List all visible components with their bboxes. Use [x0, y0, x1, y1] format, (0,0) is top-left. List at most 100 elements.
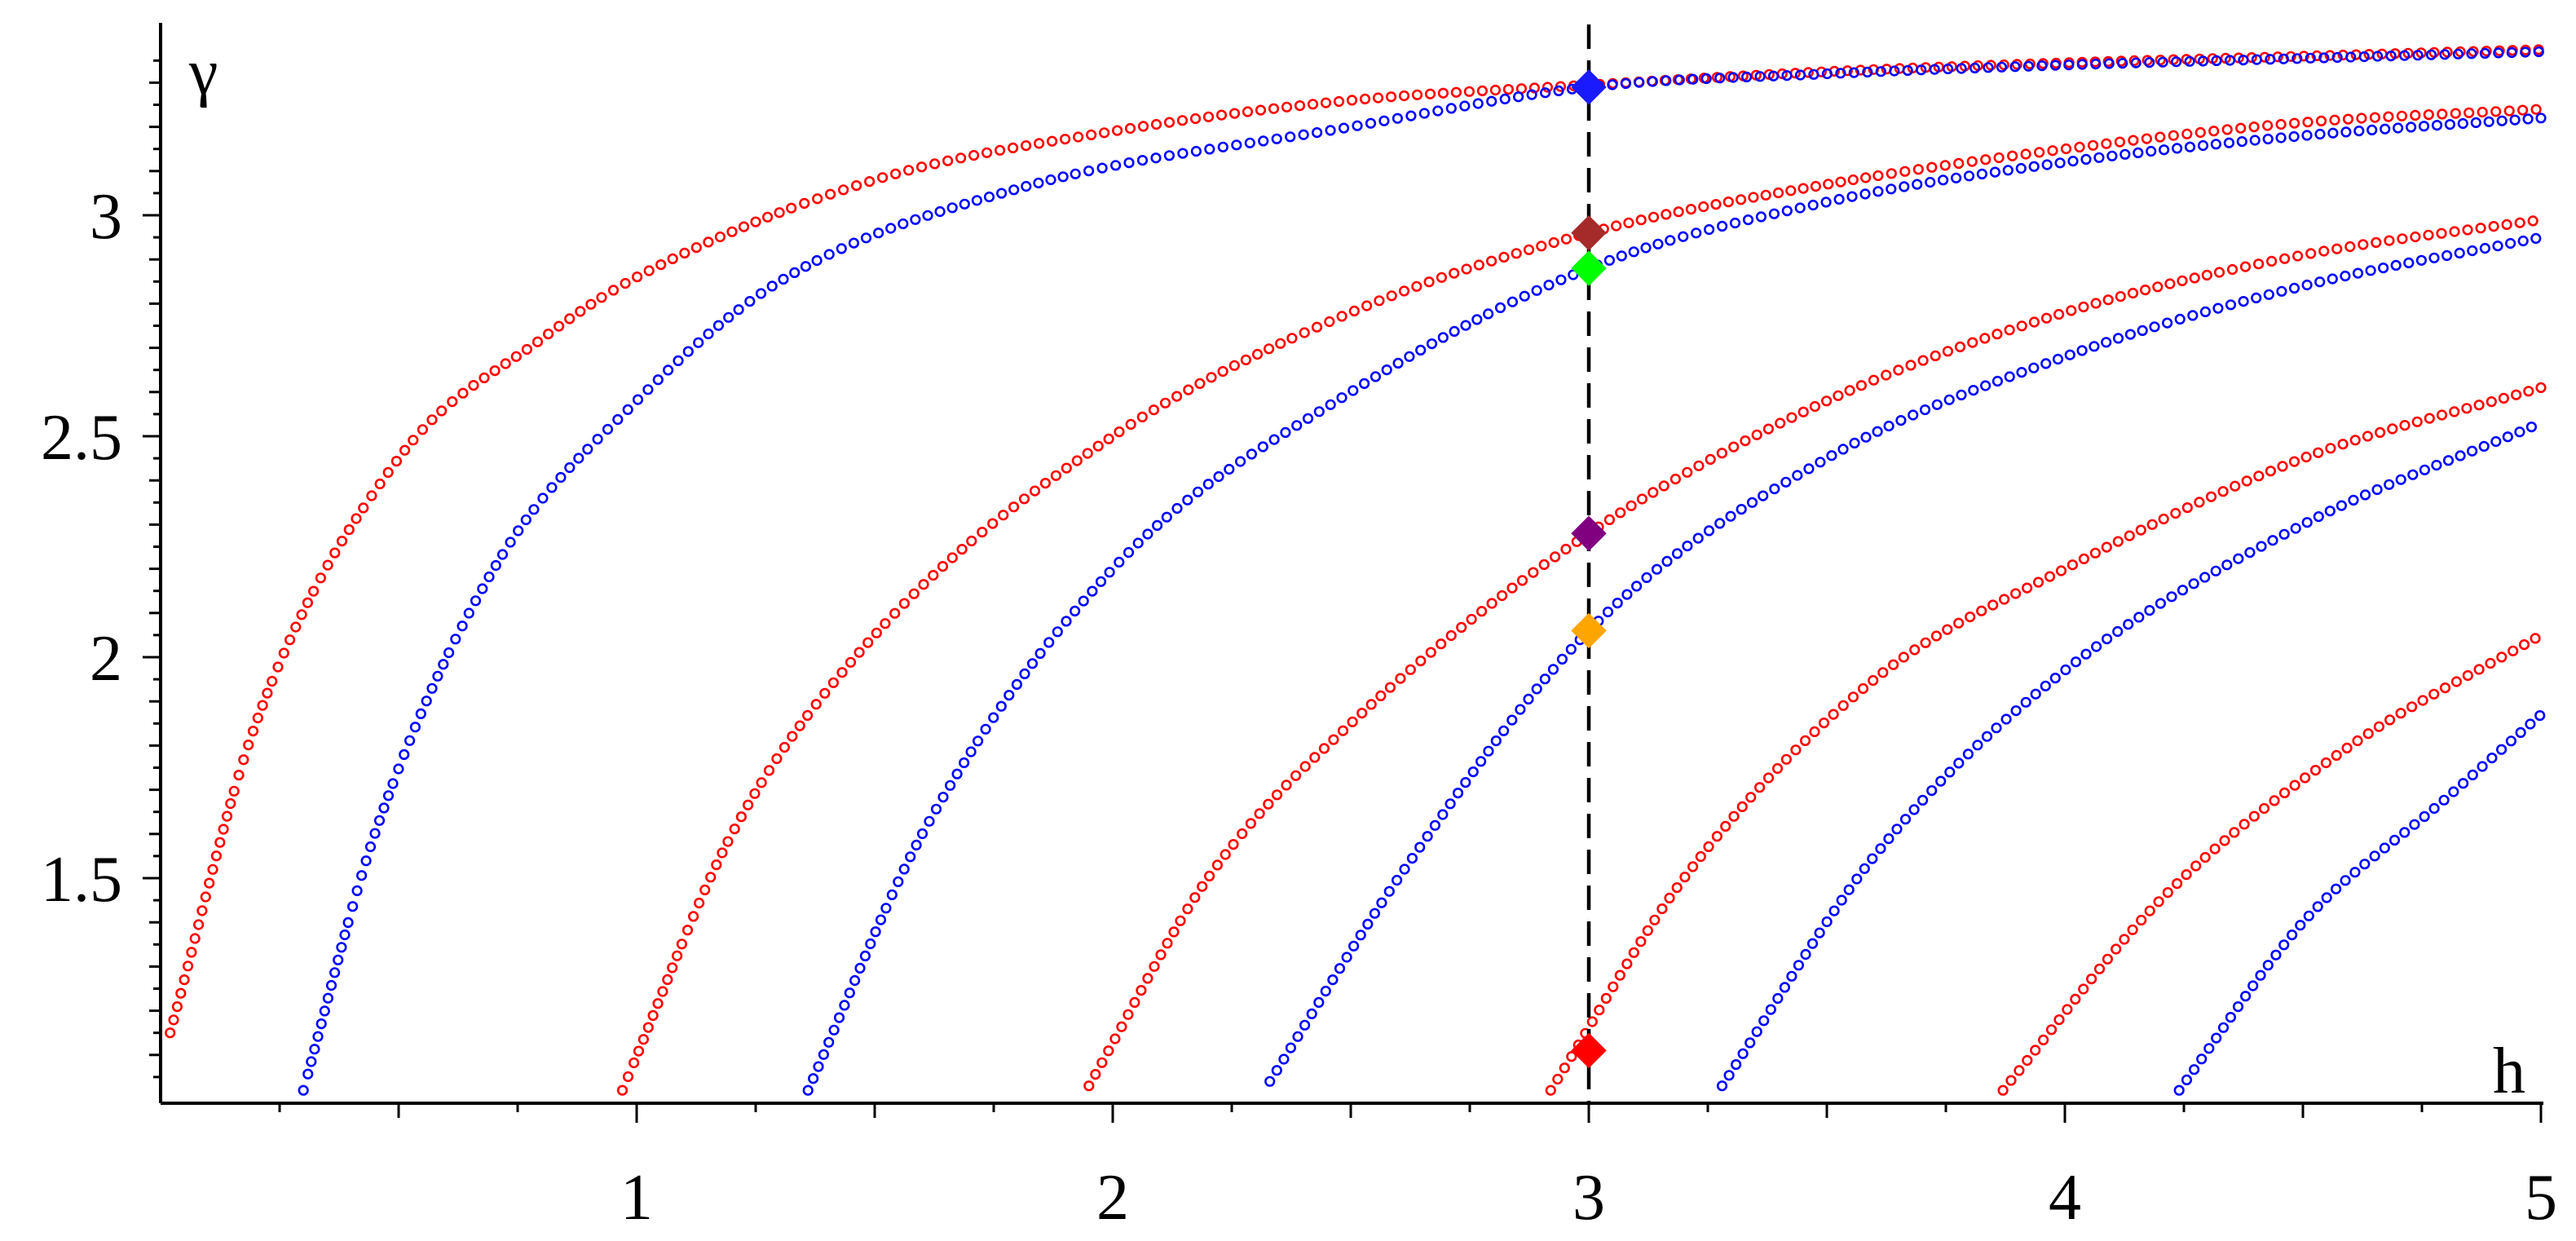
- data-point: [1405, 664, 1416, 675]
- data-point: [620, 277, 631, 289]
- data-point: [2030, 688, 2041, 700]
- data-point: [1271, 133, 1282, 144]
- data-point: [2049, 60, 2061, 71]
- data-point: [2385, 50, 2397, 62]
- data-point: [1607, 79, 1618, 91]
- data-point: [2478, 440, 2490, 453]
- data-point: [1149, 961, 1160, 972]
- data-point: [2455, 46, 2466, 58]
- data-point: [1767, 70, 1780, 82]
- data-point: [1998, 59, 2009, 71]
- highlight-marker-5: [1571, 612, 1607, 649]
- data-point: [2197, 139, 2209, 152]
- data-point: [2172, 143, 2183, 154]
- data-point: [2210, 139, 2221, 150]
- data-point: [1556, 653, 1568, 665]
- data-point: [408, 435, 419, 446]
- data-point: [889, 168, 902, 179]
- data-point: [1751, 1026, 1762, 1037]
- data-point: [2520, 46, 2531, 58]
- data-point: [1096, 162, 1108, 174]
- data-point: [726, 226, 738, 237]
- data-point: [336, 535, 348, 547]
- data-point: [2490, 106, 2502, 117]
- data-point: [988, 712, 999, 723]
- data-point: [2288, 282, 2300, 294]
- data-point: [1291, 420, 1303, 431]
- data-point: [329, 967, 341, 978]
- data-point: [1628, 246, 1639, 258]
- data-point: [1275, 338, 1286, 349]
- data-point: [2212, 303, 2224, 314]
- data-point: [2022, 582, 2033, 594]
- data-point: [438, 659, 449, 670]
- data-point: [839, 1000, 850, 1011]
- data-point: [2089, 547, 2101, 559]
- data-point: [910, 214, 921, 225]
- data-point: [2371, 236, 2382, 249]
- data-point: [2509, 114, 2521, 126]
- data-point: [2303, 910, 2314, 921]
- data-point: [1779, 982, 1790, 993]
- data-point: [1129, 996, 1140, 1008]
- data-point: [2149, 321, 2160, 333]
- data-point: [1217, 365, 1228, 378]
- data-point: [2327, 127, 2339, 139]
- data-point: [2439, 49, 2450, 60]
- data-point: [1483, 745, 1494, 757]
- data-point: [1931, 399, 1943, 410]
- data-point: [1392, 113, 1403, 124]
- data-point: [1432, 105, 1444, 117]
- data-point: [2501, 219, 2512, 231]
- data-point: [1929, 64, 1940, 75]
- data-point: [2375, 426, 2386, 439]
- data-point: [2410, 231, 2421, 243]
- data-point: [1793, 960, 1804, 971]
- data-point: [1797, 183, 1809, 194]
- data-point: [182, 961, 194, 972]
- data-point: [1163, 150, 1175, 161]
- data-point: [1506, 714, 1518, 726]
- data-point: [2177, 585, 2189, 596]
- data-point: [2473, 664, 2485, 675]
- data-point: [908, 588, 920, 599]
- data-point: [1424, 88, 1436, 99]
- data-point: [2241, 475, 2252, 487]
- data-point: [1821, 395, 1833, 407]
- data-point: [1109, 1033, 1121, 1044]
- series-2: [298, 46, 2544, 1096]
- data-point: [1926, 161, 1938, 173]
- data-point: [1459, 100, 1471, 112]
- data-point: [1399, 863, 1410, 875]
- data-point: [432, 670, 443, 682]
- data-point: [2468, 46, 2479, 57]
- data-point: [1436, 638, 1447, 650]
- data-point: [1515, 704, 1526, 715]
- data-point: [325, 979, 337, 991]
- data-point: [2270, 949, 2282, 961]
- data-point: [2054, 157, 2066, 169]
- data-point: [582, 444, 593, 455]
- data-point: [1531, 285, 1542, 296]
- data-point: [2028, 316, 2040, 328]
- data-point: [210, 850, 223, 862]
- data-point: [2419, 810, 2430, 823]
- data-point: [2196, 1053, 2208, 1065]
- data-point: [1318, 743, 1330, 754]
- data-point: [1833, 390, 1844, 401]
- data-point: [1768, 208, 1780, 219]
- data-point: [1642, 925, 1653, 936]
- data-point: [1612, 597, 1623, 609]
- data-point: [2162, 886, 2173, 899]
- data-point: [1899, 166, 1911, 177]
- data-point: [2493, 47, 2504, 59]
- data-point: [1758, 490, 1769, 501]
- data-point: [1372, 92, 1384, 104]
- data-point: [296, 609, 307, 620]
- data-point: [2258, 802, 2270, 815]
- data-point: [865, 938, 876, 950]
- data-point: [1452, 787, 1464, 799]
- data-point: [1290, 770, 1302, 781]
- data-point: [801, 709, 814, 722]
- data-point: [824, 188, 836, 200]
